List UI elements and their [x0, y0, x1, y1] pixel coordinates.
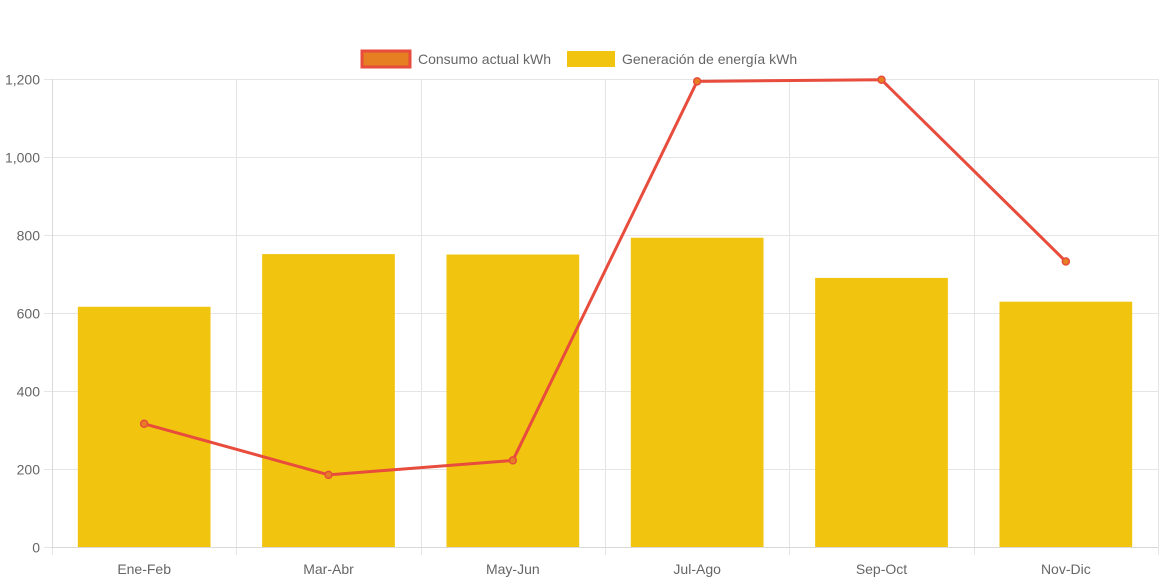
- line-series-consumo: [139, 75, 1071, 480]
- series-line-consumo: [143, 78, 1067, 477]
- legend-swatch-consumo: [360, 49, 412, 69]
- bar[interactable]: [999, 301, 1133, 547]
- legend-item-consumo[interactable]: Consumo actual kWh: [360, 49, 551, 69]
- line-point[interactable]: [877, 75, 886, 85]
- y-tick-label: 1,200: [5, 72, 40, 88]
- y-tick-label: 1,000: [5, 150, 40, 166]
- line-point[interactable]: [139, 419, 149, 429]
- x-tick-label: May-Jun: [486, 561, 540, 577]
- bar[interactable]: [446, 254, 580, 548]
- x-tick-label: Jul-Ago: [673, 561, 721, 577]
- line-point[interactable]: [1061, 257, 1071, 266]
- x-tick-label: Nov-Dic: [1041, 561, 1091, 577]
- y-tick-label: 400: [17, 384, 41, 400]
- legend-label-consumo: Consumo actual kWh: [418, 51, 551, 67]
- chart-legend[interactable]: Consumo actual kWh Generación de energía…: [360, 49, 797, 69]
- bar-series-generacion: [77, 237, 1133, 548]
- line-point[interactable]: [324, 470, 333, 480]
- x-tick-label: Ene-Feb: [117, 561, 171, 577]
- y-tick-label: 0: [32, 540, 40, 556]
- line-point[interactable]: [508, 456, 518, 465]
- y-tick-label: 600: [17, 306, 41, 322]
- chart-axes: 0 200 400 600 800 1,000 1,200 Ene-Feb Mar-Abr May…: [5, 72, 1158, 577]
- bar[interactable]: [630, 237, 764, 548]
- legend-swatch-generacion: [567, 51, 615, 67]
- y-tick-label: 800: [17, 228, 41, 244]
- legend-label-generacion: Generación de energía kWh: [622, 51, 797, 67]
- y-tick-label: 200: [17, 462, 41, 478]
- x-tick-label: Mar-Abr: [303, 561, 354, 577]
- x-tick-label: Sep-Oct: [856, 561, 907, 577]
- bar[interactable]: [262, 254, 395, 548]
- legend-item-generacion[interactable]: Generación de energía kWh: [567, 51, 797, 67]
- bar[interactable]: [815, 277, 948, 547]
- line-point[interactable]: [692, 77, 702, 86]
- chart-grid: [44, 79, 1159, 555]
